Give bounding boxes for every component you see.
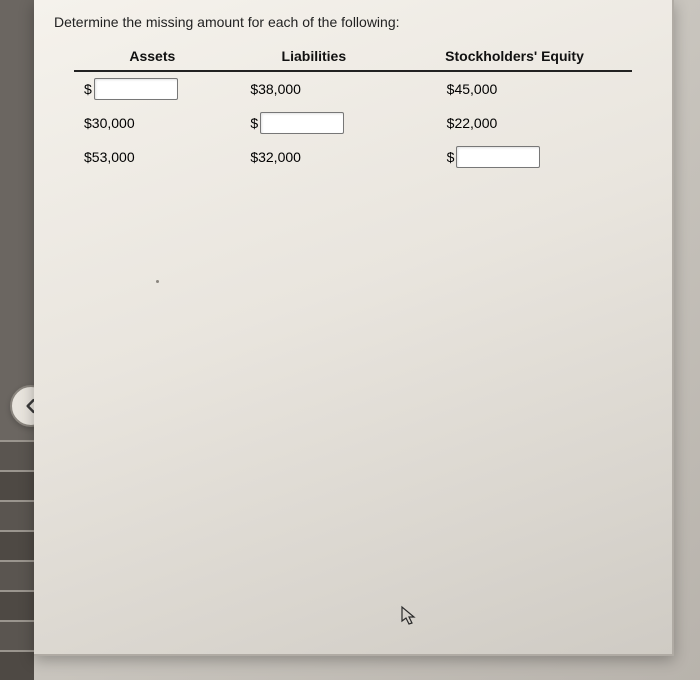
cell-equity: $22,000 <box>397 115 632 131</box>
cell-liabilities: $32,000 <box>230 149 396 165</box>
equity-input[interactable] <box>456 146 540 168</box>
accounting-table: Assets Liabilities Stockholders' Equity … <box>54 48 652 174</box>
cell-assets: $53,000 <box>74 149 230 165</box>
speck <box>156 280 159 283</box>
left-rail <box>0 0 34 680</box>
rail-block <box>0 560 34 590</box>
dollar-sign: $ <box>84 81 92 97</box>
rail-block <box>0 500 34 530</box>
col-header-assets: Assets <box>74 48 231 64</box>
cell-assets: $30,000 <box>74 115 230 131</box>
rail-block <box>0 650 34 680</box>
liabilities-input[interactable] <box>260 112 344 134</box>
cell-assets: $ <box>74 78 230 100</box>
cell-liabilities: $38,000 <box>230 81 396 97</box>
cell-equity: $45,000 <box>397 81 632 97</box>
left-rail-blocks <box>0 440 34 680</box>
cell-liabilities: $ <box>230 112 396 134</box>
question-page: Determine the missing amount for each of… <box>34 0 674 656</box>
rail-block <box>0 470 34 500</box>
col-header-liabilities: Liabilities <box>231 48 397 64</box>
dollar-sign: $ <box>447 149 455 165</box>
table-row: $53,000 $32,000 $ <box>74 140 632 174</box>
rail-block <box>0 620 34 650</box>
col-header-equity: Stockholders' Equity <box>397 48 632 64</box>
assets-input[interactable] <box>94 78 178 100</box>
table-row: $30,000 $ $22,000 <box>74 106 632 140</box>
table-header-row: Assets Liabilities Stockholders' Equity <box>74 48 632 72</box>
rail-block <box>0 440 34 470</box>
question-prompt: Determine the missing amount for each of… <box>54 14 652 30</box>
dollar-sign: $ <box>250 115 258 131</box>
rail-block <box>0 530 34 560</box>
table-row: $ $38,000 $45,000 <box>74 72 632 106</box>
cell-equity: $ <box>397 146 632 168</box>
rail-block <box>0 590 34 620</box>
